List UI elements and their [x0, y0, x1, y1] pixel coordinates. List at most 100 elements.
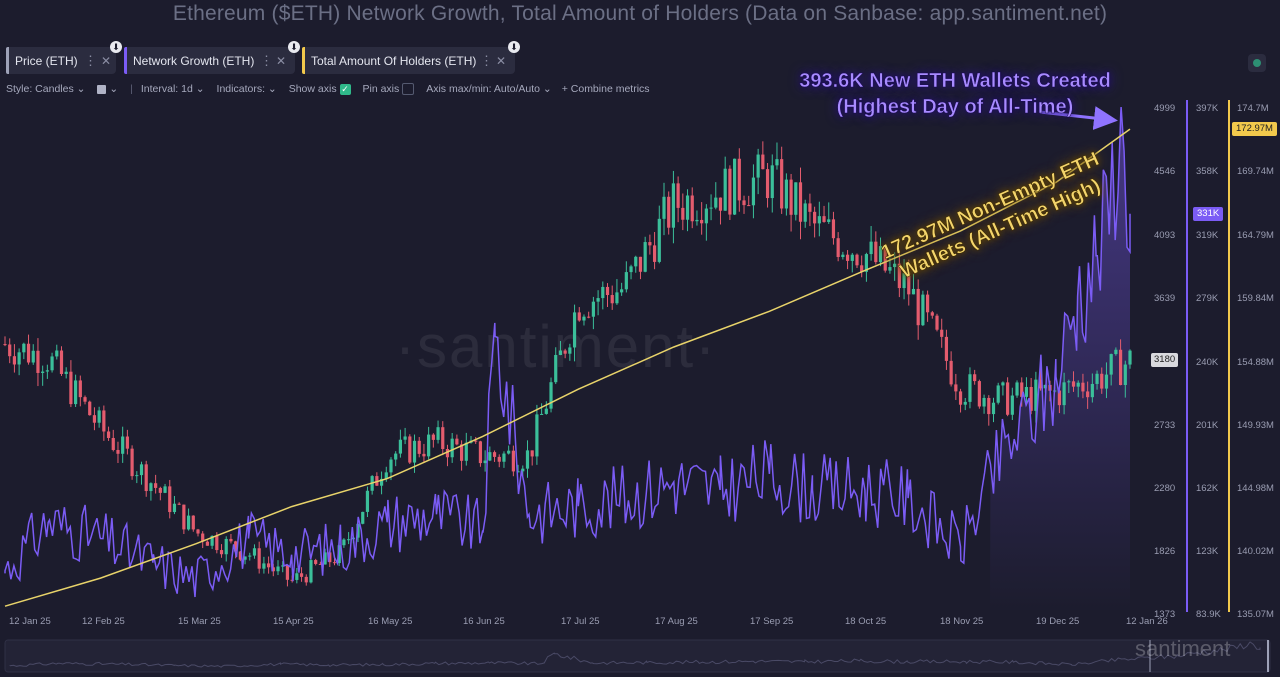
- price-candle: [540, 413, 544, 415]
- price-candle: [1095, 373, 1099, 384]
- status-icon[interactable]: [1248, 54, 1266, 72]
- indicators-select[interactable]: Indicators: ⌄: [216, 83, 277, 96]
- price-candle: [695, 219, 699, 222]
- metric-label: Price (ETH): [15, 53, 78, 68]
- price-tick: 2733: [1154, 420, 1176, 431]
- interval-select[interactable]: Interval: 1d ⌄: [140, 83, 205, 96]
- network-growth-current-tag: 331K: [1193, 207, 1224, 221]
- axis-minmax-select[interactable]: Axis max/min: Auto/Auto ⌄: [426, 83, 552, 96]
- pin-axis-toggle[interactable]: Pin axis: [362, 83, 415, 96]
- price-candle: [874, 241, 878, 263]
- style-select[interactable]: Style: Candles ⌄: [6, 83, 86, 96]
- price-candle: [69, 371, 73, 405]
- close-icon[interactable]: ✕: [496, 53, 507, 68]
- price-candle: [483, 460, 487, 464]
- price-candle: [281, 565, 285, 567]
- price-candle: [111, 437, 115, 450]
- price-candle: [201, 533, 205, 542]
- price-candle: [1104, 374, 1109, 389]
- price-candle: [210, 535, 214, 546]
- metric-label: Network Growth (ETH): [133, 53, 255, 68]
- price-candle: [455, 438, 459, 445]
- download-icon[interactable]: ⬇: [288, 41, 300, 53]
- price-candle: [229, 538, 233, 542]
- price-candle: [384, 472, 388, 479]
- holders-tick: 144.98M: [1237, 483, 1274, 494]
- price-candle: [554, 354, 558, 383]
- price-candle: [182, 504, 186, 530]
- price-candle: [718, 197, 723, 211]
- metric-chip-holders[interactable]: Total Amount Of Holders (ETH) ⋮ ✕ ⬇: [302, 41, 520, 74]
- price-candle: [158, 487, 162, 493]
- navigator-line: [9, 641, 1261, 668]
- chart-title: Ethereum ($ETH) Network Growth, Total Am…: [172, 2, 1108, 25]
- color-select[interactable]: ⌄: [97, 83, 118, 95]
- price-candle: [648, 242, 652, 246]
- price-candle: [808, 203, 812, 212]
- price-tick: 4546: [1154, 166, 1176, 177]
- combine-metrics-button[interactable]: + Combine metrics: [561, 83, 650, 96]
- price-candle: [897, 263, 901, 289]
- pin-axis-label: Pin axis: [362, 83, 400, 95]
- download-icon[interactable]: ⬇: [110, 41, 122, 53]
- price-candle: [963, 401, 967, 405]
- price-candle: [234, 541, 238, 552]
- price-candle: [1071, 381, 1076, 387]
- ng-tick: 319K: [1196, 230, 1219, 241]
- price-candle: [601, 286, 605, 299]
- price-candle: [925, 294, 930, 313]
- price-candle: [662, 196, 666, 219]
- price-candle: [831, 219, 836, 239]
- price-candle: [121, 436, 125, 454]
- indicators-label: Indicators:: [216, 83, 265, 96]
- price-candle: [88, 401, 92, 416]
- price-candle: [930, 312, 934, 316]
- price-candle: [266, 563, 271, 568]
- price-candle: [944, 336, 949, 361]
- price-candle: [511, 450, 515, 472]
- price-candle: [295, 573, 299, 580]
- metric-chip-network-growth[interactable]: Network Growth (ETH) ⋮ ✕ ⬇: [124, 41, 300, 74]
- price-candle: [723, 168, 727, 211]
- price-candle: [737, 158, 741, 201]
- price-candle: [26, 343, 31, 363]
- price-candle: [205, 541, 210, 546]
- price-candle: [667, 196, 671, 228]
- x-tick: 12 Jan 26: [1126, 616, 1168, 627]
- metric-chip-price[interactable]: Price (ETH) ⋮ ✕ ⬇: [6, 41, 122, 74]
- price-candle: [577, 312, 581, 321]
- price-candle: [445, 449, 450, 458]
- more-options-icon[interactable]: ⋮: [480, 52, 493, 68]
- close-icon[interactable]: ✕: [276, 53, 287, 68]
- price-candle: [196, 529, 200, 534]
- price-candle: [215, 535, 219, 551]
- price-candle: [869, 241, 873, 255]
- x-tick: 19 Dec 25: [1036, 616, 1080, 627]
- price-candle: [690, 195, 694, 222]
- close-icon[interactable]: ✕: [101, 53, 112, 68]
- show-axis-toggle[interactable]: Show axis ✓: [289, 83, 351, 95]
- divider: |: [130, 83, 133, 96]
- price-candle: [704, 208, 708, 224]
- price-candle: [921, 294, 925, 326]
- style-label: Style: Candles: [6, 83, 74, 96]
- more-options-icon[interactable]: ⋮: [84, 52, 97, 68]
- price-candle: [535, 414, 539, 457]
- x-tick: 16 Jun 25: [463, 616, 505, 627]
- price-candle: [422, 453, 426, 457]
- price-candle: [55, 350, 59, 357]
- ng-tick: 358K: [1196, 166, 1219, 177]
- more-options-icon[interactable]: ⋮: [260, 52, 273, 68]
- price-candle: [568, 347, 572, 354]
- price-candle: [996, 385, 1000, 403]
- price-candle: [1081, 382, 1085, 392]
- price-candle: [299, 573, 304, 577]
- price-candle: [860, 265, 864, 272]
- price-candle: [525, 450, 530, 469]
- price-candle: [845, 254, 850, 261]
- watermark-small: santiment: [1135, 636, 1231, 661]
- price-candle: [751, 177, 756, 206]
- download-icon[interactable]: ⬇: [508, 41, 520, 53]
- price-candle: [940, 329, 944, 337]
- price-candle: [591, 301, 595, 317]
